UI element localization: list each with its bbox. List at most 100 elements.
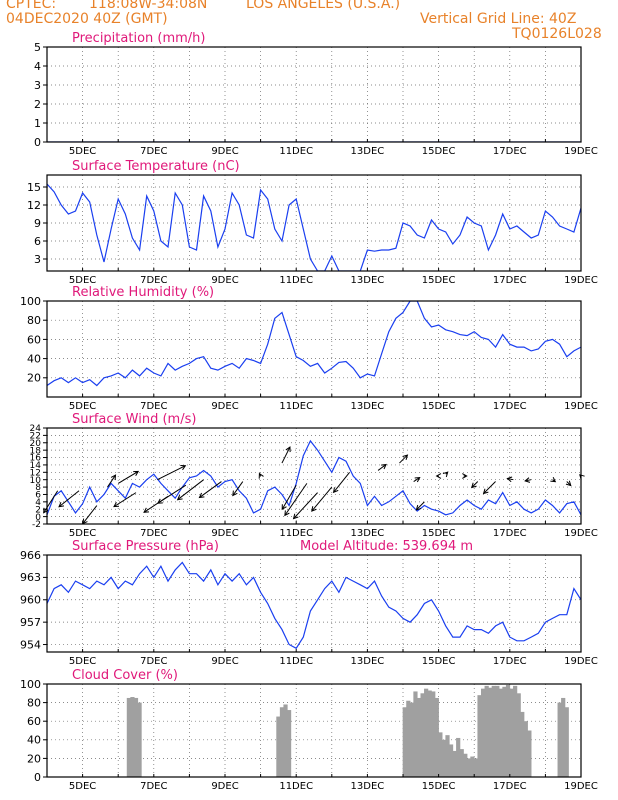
- wind-arrow-head: [550, 476, 557, 483]
- cloud-bar: [130, 697, 135, 777]
- panel-title: Surface Pressure (hPa): [72, 539, 219, 554]
- x-tick-label: 9DEC: [211, 781, 238, 792]
- cloud-bar: [564, 707, 569, 777]
- x-tick-label: 5DEC: [69, 528, 96, 539]
- wind-arrow-head: [462, 473, 468, 479]
- x-tick-label: 19DEC: [564, 275, 598, 286]
- wind-arrow-head: [565, 480, 572, 487]
- cloud-bar: [448, 744, 454, 777]
- cloud-bar: [516, 693, 521, 777]
- y-tick-label: 20: [27, 372, 41, 385]
- wind-arrow: [117, 470, 139, 484]
- wind-arrow: [199, 481, 222, 498]
- x-tick-label: 7DEC: [140, 146, 167, 157]
- y-tick-label: 20: [30, 439, 42, 449]
- panel-title: Surface Wind (m/s): [72, 412, 196, 427]
- wind-arrow-head: [110, 474, 117, 481]
- x-tick-label: 5DEC: [69, 401, 96, 412]
- x-tick-label: 13DEC: [351, 146, 385, 157]
- y-tick-label: 40: [27, 734, 41, 747]
- cloud-bar: [133, 697, 139, 777]
- cloud-bar: [441, 739, 447, 777]
- x-tick-label: 19DEC: [564, 528, 598, 539]
- x-tick-label: 7DEC: [140, 528, 167, 539]
- panel-title: Surface Temperature (nC): [72, 159, 240, 174]
- wind-arrow-head: [285, 446, 291, 453]
- x-tick-label: 11DEC: [279, 656, 313, 667]
- cloud-bar: [445, 735, 450, 777]
- header-coords: 118:08W-34:08N: [89, 0, 208, 12]
- x-tick-label: 11DEC: [279, 146, 313, 157]
- wind-arrow-head: [281, 504, 287, 511]
- x-tick-label: 15DEC: [422, 401, 456, 412]
- x-tick-label: 15DEC: [422, 275, 456, 286]
- cloud-bar: [523, 721, 528, 777]
- x-tick-label: 17DEC: [493, 275, 527, 286]
- y-tick-label: 4: [35, 498, 41, 508]
- x-tick-label: 13DEC: [351, 781, 385, 792]
- y-tick-label: 40: [27, 352, 41, 365]
- cloud-bar: [431, 691, 436, 777]
- wind-arrow-head: [284, 510, 290, 517]
- panel-title: Precipitation (mm/h): [72, 31, 205, 46]
- x-tick-label: 15DEC: [422, 656, 456, 667]
- cloud-bar: [406, 700, 411, 777]
- wind-arrow: [416, 501, 425, 511]
- cloud-bar: [413, 691, 418, 777]
- wind-arrow-head: [156, 498, 163, 504]
- wind-arrow-head: [381, 463, 387, 470]
- x-tick-label: 15DEC: [422, 146, 456, 157]
- panel-2: Relative Humidity (%) 20 40 60 80 100 5DEC 7DEC…: [20, 285, 598, 412]
- x-tick-label: 13DEC: [351, 401, 385, 412]
- y-tick-label: 6: [34, 235, 41, 248]
- cloud-bar: [126, 697, 131, 777]
- series-line: [47, 301, 581, 387]
- header-date: 04DEC2020 40Z (GMT): [6, 11, 168, 27]
- x-tick-label: 5DEC: [69, 781, 96, 792]
- x-tick-label: 5DEC: [69, 146, 96, 157]
- y-tick-label: 0: [35, 513, 41, 523]
- wind-arrow-head: [402, 454, 409, 461]
- x-tick-label: 9DEC: [211, 401, 238, 412]
- wind-arrow: [107, 474, 116, 488]
- y-tick-label: -2: [32, 520, 41, 530]
- x-tick-label: 13DEC: [351, 656, 385, 667]
- y-tick-label: 5: [34, 41, 41, 54]
- wind-arrow: [157, 465, 186, 481]
- cloud-bar: [502, 686, 507, 777]
- x-tick-label: 7DEC: [140, 781, 167, 792]
- wind-arrow-head: [143, 507, 150, 513]
- x-tick-label: 11DEC: [279, 275, 313, 286]
- y-tick-label: 14: [30, 461, 42, 471]
- wind-arrow: [58, 490, 80, 508]
- wind-arrow: [399, 454, 408, 464]
- header-grid-note: Vertical Grid Line: 40Z: [420, 11, 577, 27]
- y-tick-label: 18: [30, 446, 42, 456]
- y-tick-label: 12: [30, 468, 41, 478]
- x-tick-label: 11DEC: [279, 781, 313, 792]
- cloud-bar: [561, 697, 566, 777]
- cloud-bar: [427, 690, 432, 777]
- y-tick-label: 0: [34, 136, 41, 149]
- wind-arrow-head: [524, 477, 531, 483]
- wind-arrow-head: [198, 492, 205, 499]
- cloud-bar: [505, 684, 511, 777]
- panel-title: Relative Humidity (%): [72, 285, 214, 300]
- cloud-bar: [470, 756, 475, 777]
- y-tick-label: 80: [27, 314, 41, 327]
- y-tick-label: 15: [27, 181, 41, 194]
- wind-arrow-head: [176, 494, 183, 501]
- cloud-bar: [279, 707, 285, 777]
- cloud-bar: [416, 697, 422, 777]
- panel-frame: [46, 427, 582, 525]
- wind-arrow-head: [414, 476, 421, 483]
- y-tick-label: 20: [27, 752, 41, 765]
- x-tick-label: 9DEC: [211, 656, 238, 667]
- y-tick-label: 6: [35, 491, 41, 501]
- x-tick-label: 19DEC: [564, 146, 598, 157]
- cloud-bar: [495, 685, 500, 777]
- y-tick-label: 4: [34, 60, 41, 73]
- wind-arrow: [377, 464, 387, 471]
- wind-arrow-head: [482, 488, 489, 495]
